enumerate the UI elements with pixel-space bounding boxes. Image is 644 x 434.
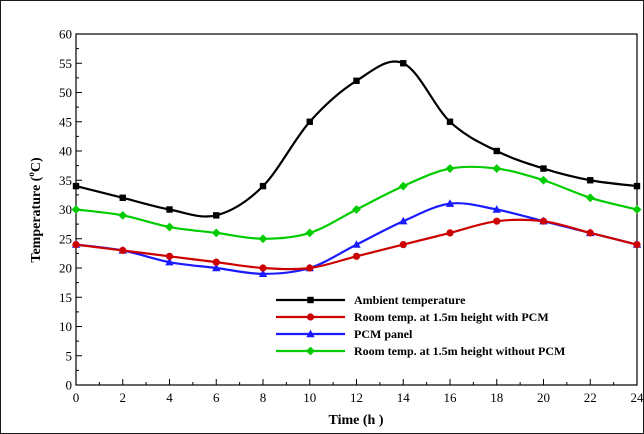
x-tick-label: 6	[213, 390, 220, 405]
legend-label: PCM panel	[354, 327, 413, 341]
legend-swatch-marker	[306, 346, 315, 356]
x-tick-label: 4	[166, 390, 173, 405]
y-axis-title-superscript: o	[26, 172, 36, 177]
data-point	[212, 258, 220, 266]
data-point	[445, 164, 455, 173]
legend-swatch-marker	[306, 329, 315, 338]
data-point	[540, 165, 547, 172]
data-point	[399, 216, 408, 225]
data-point	[352, 205, 361, 214]
legend-swatch-marker	[306, 313, 315, 321]
series-square-group	[72, 60, 641, 219]
x-axis-title: Time (h )	[329, 413, 384, 428]
data-point	[306, 118, 313, 125]
x-tick-label: 18	[490, 390, 503, 405]
data-point	[445, 199, 455, 207]
y-tick-label: 20	[59, 261, 72, 276]
data-point	[72, 182, 80, 190]
data-point	[493, 217, 501, 225]
data-point	[72, 241, 80, 249]
data-point	[633, 241, 641, 249]
data-point	[258, 269, 268, 278]
data-point	[539, 217, 548, 225]
y-tick-label: 45	[59, 114, 72, 129]
x-tick-label: 12	[350, 390, 363, 405]
legend: Ambient temperature Room temp. at 1.5m he…	[276, 293, 565, 358]
series-diamond-group	[71, 164, 642, 244]
y-axis-title-unit: C)	[29, 157, 44, 172]
data-point	[398, 181, 408, 191]
series-circle-group	[72, 217, 641, 272]
data-point	[352, 240, 361, 248]
y-tick-label: 15	[59, 290, 72, 305]
data-point	[118, 210, 128, 220]
y-tick-label: 35	[59, 173, 72, 188]
series-line	[75, 165, 638, 240]
y-tick-label: 30	[59, 202, 72, 217]
data-point	[165, 257, 174, 266]
data-point	[165, 252, 174, 260]
data-point	[119, 194, 126, 201]
data-point	[446, 118, 454, 125]
series-lines	[71, 60, 642, 278]
data-point	[305, 228, 315, 238]
legend-swatch-marker	[307, 296, 314, 304]
y-tick-label: 25	[59, 231, 72, 246]
data-point	[165, 222, 174, 232]
x-tick-label: 10	[303, 390, 316, 405]
x-tick-label: 14	[397, 390, 411, 405]
data-point	[211, 228, 221, 238]
data-point	[586, 229, 594, 237]
data-point	[399, 241, 407, 249]
y-tick-label: 10	[59, 319, 72, 334]
data-point	[587, 177, 594, 184]
data-point	[119, 246, 127, 255]
data-point	[258, 234, 268, 244]
y-tick-label: 50	[59, 85, 72, 100]
data-point	[493, 147, 500, 155]
data-point	[492, 164, 502, 173]
y-tick-label: 40	[59, 144, 72, 159]
legend-label: Room temp. at 1.5m height with PCM	[354, 310, 549, 324]
data-point	[259, 182, 267, 190]
data-point	[353, 77, 360, 84]
data-point	[166, 206, 173, 213]
y-axis-title-text: Temperature (	[29, 176, 44, 262]
data-point	[633, 182, 641, 190]
y-tick-label: 55	[59, 56, 72, 71]
y-axis-title: Temperature (oC)	[26, 157, 44, 263]
data-point	[585, 193, 595, 203]
data-point	[212, 263, 221, 272]
data-point	[306, 264, 314, 272]
y-tick-label: 60	[59, 27, 72, 42]
y-tick-label: 5	[66, 348, 73, 363]
x-tick-label: 2	[120, 390, 127, 405]
legend-item: PCM panel	[276, 327, 413, 341]
legend-label: Ambient temperature	[354, 293, 466, 307]
data-point	[259, 264, 267, 272]
data-point	[352, 252, 361, 260]
x-tick-label: 0	[73, 390, 80, 405]
x-tick-label: 8	[260, 390, 267, 405]
legend-item: Ambient temperature	[276, 293, 466, 307]
y-tick-label: 0	[66, 378, 73, 393]
data-point	[632, 205, 642, 214]
data-point	[492, 205, 501, 213]
legend-label: Room temp. at 1.5m height without PCM	[354, 344, 565, 358]
legend-item: Room temp. at 1.5m height with PCM	[276, 310, 549, 324]
series-line	[75, 60, 638, 218]
x-tick-label: 16	[444, 390, 458, 405]
data-point	[400, 60, 407, 67]
data-point	[213, 212, 220, 219]
legend-item: Room temp. at 1.5m height without PCM	[276, 344, 565, 358]
x-tick-label: 22	[584, 390, 597, 405]
data-point	[71, 205, 81, 214]
data-point	[539, 175, 548, 185]
x-tick-label: 24	[631, 390, 644, 405]
data-point	[446, 229, 454, 237]
x-tick-label: 20	[537, 390, 550, 405]
